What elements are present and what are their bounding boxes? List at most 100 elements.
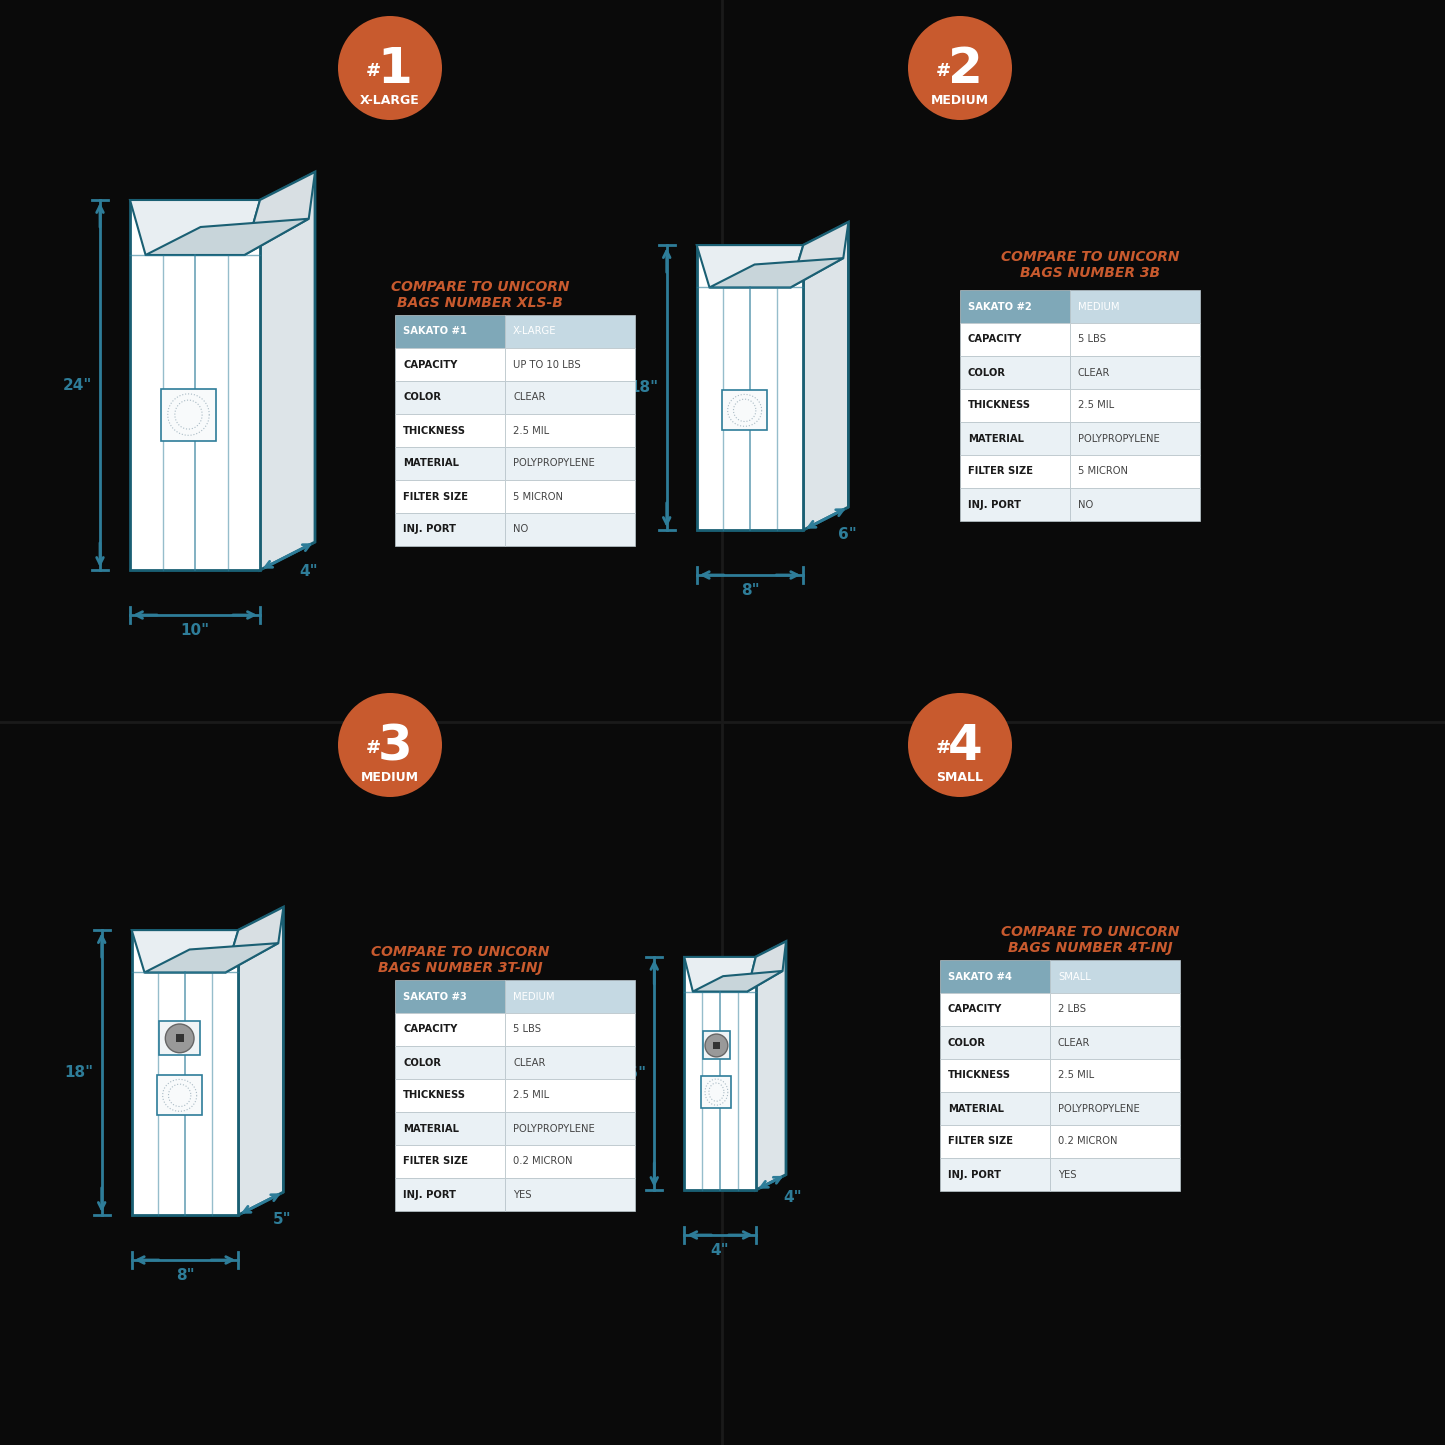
Text: 4": 4" bbox=[783, 1191, 802, 1205]
Bar bbox=[504, 513, 634, 546]
Text: 5 LBS: 5 LBS bbox=[513, 1025, 540, 1035]
Polygon shape bbox=[803, 223, 848, 530]
Text: #: # bbox=[366, 738, 380, 757]
Bar bbox=[959, 290, 1069, 324]
Circle shape bbox=[338, 694, 442, 798]
Text: CLEAR: CLEAR bbox=[513, 1058, 545, 1068]
Text: #: # bbox=[935, 738, 951, 757]
Text: FILTER SIZE: FILTER SIZE bbox=[948, 1137, 1013, 1146]
Text: 8": 8" bbox=[176, 1269, 194, 1283]
Polygon shape bbox=[685, 957, 756, 991]
Polygon shape bbox=[244, 172, 315, 254]
Polygon shape bbox=[696, 246, 803, 288]
Text: CAPACITY: CAPACITY bbox=[968, 334, 1023, 344]
Text: 5": 5" bbox=[273, 1211, 292, 1227]
Polygon shape bbox=[131, 931, 238, 972]
Text: 2 LBS: 2 LBS bbox=[1058, 1004, 1087, 1014]
Bar bbox=[1051, 959, 1181, 993]
Text: 4": 4" bbox=[711, 1243, 730, 1259]
Bar bbox=[504, 1046, 634, 1079]
Bar bbox=[1051, 1059, 1181, 1092]
Text: 4: 4 bbox=[948, 722, 983, 770]
Text: THICKNESS: THICKNESS bbox=[403, 425, 465, 435]
Bar bbox=[394, 447, 504, 480]
Bar bbox=[394, 1079, 504, 1113]
Bar bbox=[394, 980, 504, 1013]
Bar bbox=[941, 993, 1051, 1026]
Bar bbox=[959, 488, 1069, 522]
Text: COMPARE TO UNICORN
BAGS NUMBER 4T-INJ: COMPARE TO UNICORN BAGS NUMBER 4T-INJ bbox=[1001, 925, 1179, 955]
Bar bbox=[1051, 993, 1181, 1026]
Text: 15": 15" bbox=[617, 1066, 646, 1081]
Text: CLEAR: CLEAR bbox=[1058, 1038, 1091, 1048]
Bar bbox=[394, 1113, 504, 1144]
Text: MATERIAL: MATERIAL bbox=[403, 458, 460, 468]
Bar bbox=[394, 1013, 504, 1046]
Bar bbox=[1069, 488, 1199, 522]
Text: #: # bbox=[366, 62, 380, 79]
Text: COLOR: COLOR bbox=[403, 1058, 441, 1068]
Polygon shape bbox=[146, 218, 309, 254]
Bar bbox=[394, 1046, 504, 1079]
Polygon shape bbox=[696, 246, 803, 530]
Text: 2.5 MIL: 2.5 MIL bbox=[1058, 1071, 1094, 1081]
Text: 8": 8" bbox=[741, 582, 759, 598]
Polygon shape bbox=[756, 942, 786, 1191]
Text: #: # bbox=[935, 62, 951, 79]
Bar bbox=[504, 1079, 634, 1113]
Text: COLOR: COLOR bbox=[403, 393, 441, 403]
Bar bbox=[1051, 1126, 1181, 1157]
Text: COMPARE TO UNICORN
BAGS NUMBER 3B: COMPARE TO UNICORN BAGS NUMBER 3B bbox=[1001, 250, 1179, 280]
Bar bbox=[159, 1022, 199, 1055]
Circle shape bbox=[338, 16, 442, 120]
Text: YES: YES bbox=[513, 1189, 532, 1199]
Text: SAKATO #2: SAKATO #2 bbox=[968, 302, 1032, 312]
Text: INJ. PORT: INJ. PORT bbox=[968, 500, 1022, 510]
Text: 1: 1 bbox=[377, 45, 413, 92]
Text: 5 MICRON: 5 MICRON bbox=[513, 491, 564, 501]
Text: 0.2 MICRON: 0.2 MICRON bbox=[1058, 1137, 1117, 1146]
Polygon shape bbox=[709, 259, 844, 288]
Circle shape bbox=[165, 1025, 194, 1053]
Bar bbox=[394, 480, 504, 513]
Text: 3: 3 bbox=[377, 722, 413, 770]
Bar bbox=[959, 355, 1069, 389]
Text: CAPACITY: CAPACITY bbox=[403, 1025, 458, 1035]
Polygon shape bbox=[131, 1192, 283, 1215]
Bar bbox=[1051, 1157, 1181, 1191]
Polygon shape bbox=[130, 542, 315, 569]
Text: POLYPROPYLENE: POLYPROPYLENE bbox=[1078, 434, 1160, 444]
Bar bbox=[394, 415, 504, 447]
Text: POLYPROPYLENE: POLYPROPYLENE bbox=[513, 458, 595, 468]
Polygon shape bbox=[692, 971, 783, 991]
Text: THICKNESS: THICKNESS bbox=[968, 400, 1030, 410]
Bar bbox=[702, 1032, 730, 1059]
Bar bbox=[941, 959, 1051, 993]
Text: THICKNESS: THICKNESS bbox=[948, 1071, 1012, 1081]
Bar bbox=[1069, 455, 1199, 488]
Text: SAKATO #4: SAKATO #4 bbox=[948, 971, 1012, 981]
Text: MATERIAL: MATERIAL bbox=[968, 434, 1025, 444]
Text: INJ. PORT: INJ. PORT bbox=[403, 1189, 457, 1199]
Bar bbox=[722, 390, 767, 431]
Bar bbox=[959, 455, 1069, 488]
Text: UP TO 10 LBS: UP TO 10 LBS bbox=[513, 360, 581, 370]
Bar bbox=[504, 447, 634, 480]
Bar bbox=[941, 1092, 1051, 1126]
Text: INJ. PORT: INJ. PORT bbox=[948, 1169, 1001, 1179]
Polygon shape bbox=[130, 199, 260, 254]
Text: MATERIAL: MATERIAL bbox=[948, 1104, 1004, 1114]
Polygon shape bbox=[144, 944, 279, 972]
Bar bbox=[1069, 290, 1199, 324]
Text: FILTER SIZE: FILTER SIZE bbox=[403, 1156, 468, 1166]
Polygon shape bbox=[747, 942, 786, 991]
Text: 10": 10" bbox=[181, 623, 210, 639]
Bar bbox=[959, 324, 1069, 355]
Bar bbox=[504, 1013, 634, 1046]
Polygon shape bbox=[131, 931, 238, 1215]
Bar bbox=[504, 1113, 634, 1144]
Polygon shape bbox=[685, 957, 756, 1191]
Text: POLYPROPYLENE: POLYPROPYLENE bbox=[513, 1124, 595, 1133]
Bar bbox=[504, 1144, 634, 1178]
Bar bbox=[1069, 324, 1199, 355]
